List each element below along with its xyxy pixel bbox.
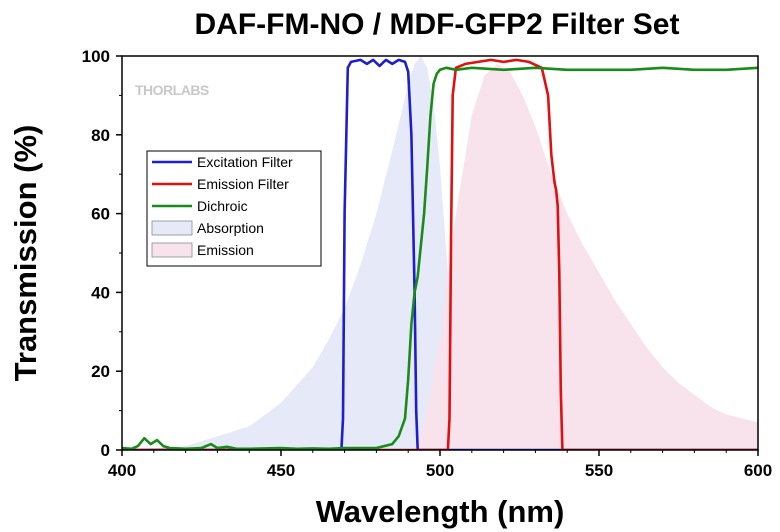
- y-tick-label: 20: [91, 362, 110, 381]
- legend-label-dichroic: Dichroic: [197, 198, 248, 214]
- legend-swatch-absorption: [151, 220, 193, 236]
- legend-label-emission-filter: Emission Filter: [197, 176, 289, 192]
- chart-title: DAF-FM-NO / MDF-GFP2 Filter Set: [195, 8, 680, 41]
- x-tick-label: 450: [267, 461, 295, 480]
- excitation-filter-line: [122, 58, 758, 450]
- emission-area: [414, 63, 758, 450]
- y-tick-label: 40: [91, 283, 110, 302]
- x-axis-title: Wavelength (nm): [316, 494, 565, 529]
- legend-label-excitation-filter: Excitation Filter: [197, 154, 293, 170]
- x-tick-label: 400: [108, 461, 136, 480]
- watermark-logo: THORLABS: [135, 82, 209, 98]
- y-tick-label: 60: [91, 205, 110, 224]
- dichroic-line: [122, 66, 758, 450]
- legend-label-absorption: Absorption: [197, 220, 264, 236]
- emission-filter-line: [122, 58, 758, 450]
- y-axis-title: Transmission (%): [8, 125, 43, 382]
- axis-ticks: 400 450 500 550 600 0 20 40 60 80 100: [82, 47, 773, 480]
- y-tick-label: 100: [82, 47, 110, 66]
- y-tick-label: 80: [91, 126, 110, 145]
- legend-swatch-emission: [151, 242, 193, 258]
- line-layer: [122, 58, 758, 450]
- area-layer: [122, 56, 758, 450]
- x-tick-label: 550: [585, 461, 613, 480]
- legend: Excitation Filter Emission Filter Dichroic…: [146, 150, 322, 267]
- absorption-area: [122, 56, 504, 450]
- legend-label-emission: Emission: [197, 242, 254, 258]
- x-tick-label: 600: [744, 461, 772, 480]
- x-tick-label: 500: [426, 461, 454, 480]
- y-tick-label: 0: [101, 441, 110, 460]
